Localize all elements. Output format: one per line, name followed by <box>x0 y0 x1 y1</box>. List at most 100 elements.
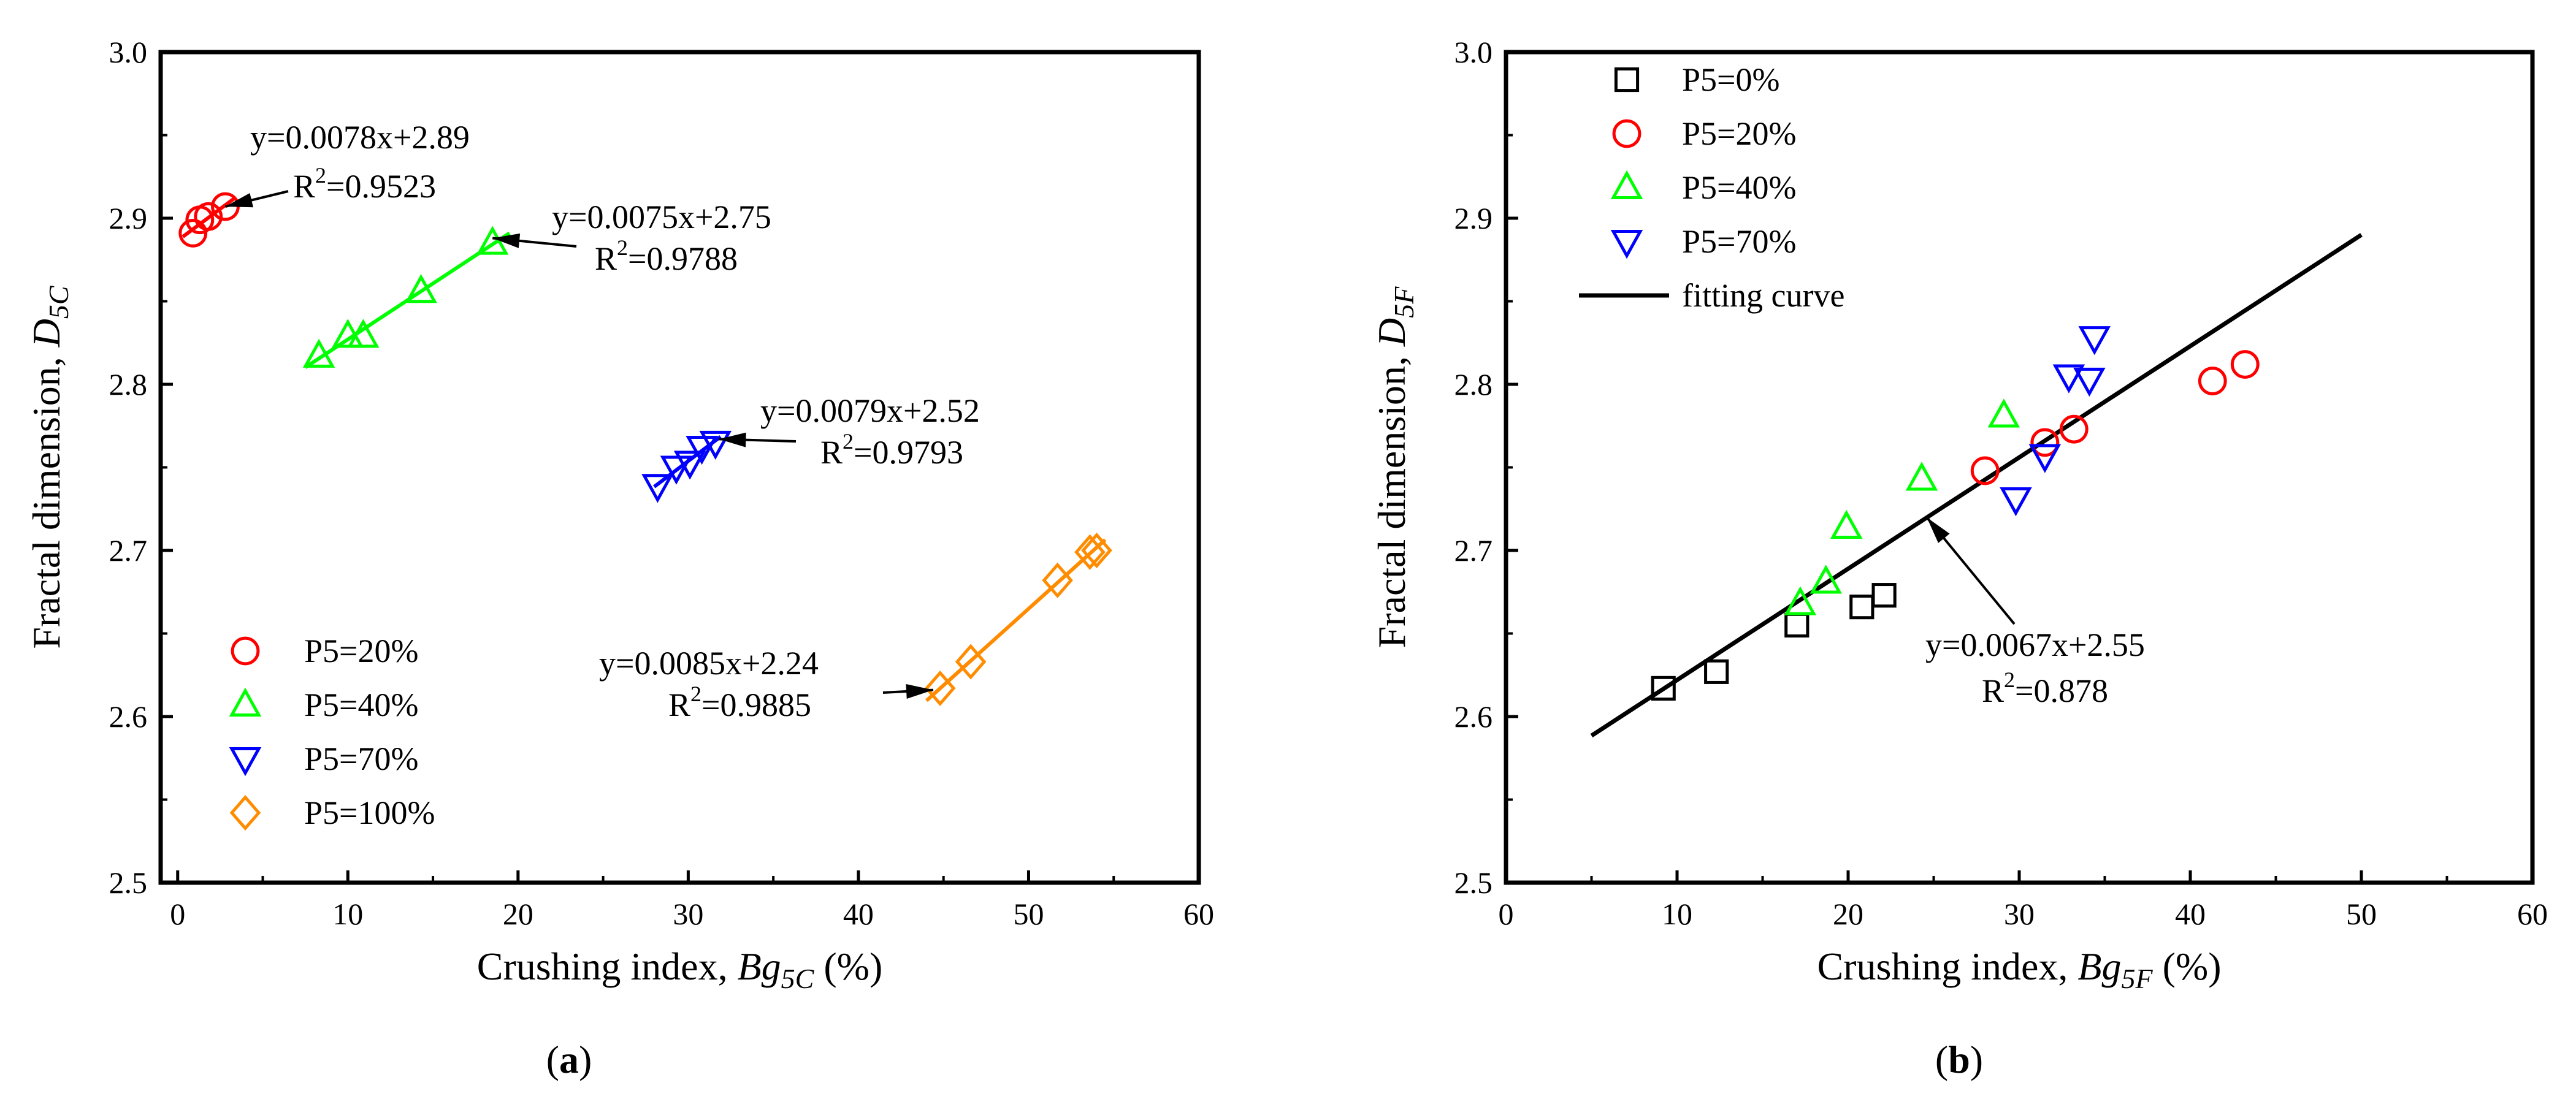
legend-label-P5=70%: P5=70% <box>1682 223 1796 260</box>
panel-b-chart: 0 10 20 30 40 50 60 2.5 2.6 2.7 2.8 2.9 3.0 Crushing … <box>1370 35 2548 994</box>
data-point-P5=0% <box>1651 675 1676 701</box>
data-point-P5=70% <box>686 435 718 465</box>
fit-r2: R2=0.878 <box>1982 668 2108 709</box>
x-axis-label-var: Bg <box>738 945 781 988</box>
r2-symbol: R <box>820 434 843 471</box>
r2-superscript: 2 <box>690 682 701 706</box>
chart-panel-a: (a) 0 10 20 30 40 50 60 2.5 2.6 2.7 2.8 2.9 3.0 Crush… <box>25 35 1214 1081</box>
y-tick-label: 2.7 <box>109 533 148 568</box>
legend-marker-P5=20% <box>231 636 260 666</box>
y-tick-label: 2.8 <box>109 367 148 401</box>
data-point-P5=0% <box>1871 583 1897 608</box>
x-tick-label: 0 <box>1499 897 1514 931</box>
panel-b-label-letter: b <box>1948 1038 1970 1081</box>
data-point-P5=40% <box>1810 565 1842 594</box>
data-point-P5=100% <box>1081 532 1112 569</box>
legend-label-P5=40%: P5=40% <box>1682 169 1796 206</box>
data-point-P5=0% <box>1704 659 1729 684</box>
legend-label-fitting-curve: fitting curve <box>1682 277 1844 314</box>
x-axis-label-unit: (%) <box>2153 945 2222 988</box>
r2-superscript: 2 <box>843 429 854 454</box>
x-axis-label: Crushing index, Bg5C (%) <box>477 945 883 994</box>
x-axis-label-unit: (%) <box>814 945 882 988</box>
y-tick-label: 2.6 <box>1454 699 1493 734</box>
data-point-P5=70% <box>2052 364 2085 394</box>
x-tick-label: 40 <box>2175 897 2206 931</box>
data-point-P5=20% <box>2059 414 2089 444</box>
fit-r2-P5=20%: R2=0.9523 <box>293 163 436 205</box>
y-axis-label-var: D <box>25 319 68 348</box>
x-axis-label-sub: 5F <box>2121 963 2153 994</box>
r2-superscript: 2 <box>617 235 628 260</box>
y-tick-label: 2.9 <box>109 201 148 235</box>
legend-label-P5=100%: P5=100% <box>304 794 435 831</box>
panel-b-label: (b) <box>1935 1038 1983 1081</box>
r2-value: =0.9885 <box>701 687 811 723</box>
legend-marker-P5=0% <box>1614 67 1640 93</box>
y-axis-label-sub: 5C <box>43 285 74 319</box>
x-axis-label-text: Crushing index, <box>477 945 738 988</box>
data-point-P5=40% <box>347 319 380 348</box>
legend-label-P5=0%: P5=0% <box>1682 61 1779 98</box>
data-point-P5=70% <box>699 430 732 460</box>
r2-symbol: R <box>668 687 690 723</box>
data-point-P5=0% <box>1784 612 1810 638</box>
x-axis-label-text: Crushing index, <box>1817 945 2077 988</box>
data-point-P5=40% <box>302 338 335 368</box>
data-point-P5=20% <box>2198 367 2227 395</box>
data-point-P5=20% <box>178 218 208 248</box>
data-point-P5=20% <box>1970 456 2000 485</box>
plot-frame <box>158 50 1201 885</box>
panel-a-chart: 0 10 20 30 40 50 60 2.5 2.6 2.7 2.8 2.9 3.0 Crushing … <box>25 35 1214 994</box>
y-axis-label: Fractal dimension, D5C <box>25 285 74 649</box>
annotation-arrow-P5=100%-head <box>906 683 934 699</box>
r2-value: =0.9788 <box>628 240 738 277</box>
fit-equation-P5=20%: y=0.0078x+2.89 <box>250 119 470 156</box>
legend-marker-P5=100% <box>229 794 261 831</box>
y-axis-label-sub: 5F <box>1388 286 1420 318</box>
y-tick-label: 2.6 <box>109 699 148 734</box>
x-tick-label: 60 <box>1183 897 1214 931</box>
data-point-P5=40% <box>1905 462 1938 491</box>
r2-value: =0.878 <box>2015 672 2108 709</box>
r2-symbol: R <box>293 168 315 205</box>
panel-a-label: (a) <box>546 1038 592 1081</box>
y-tick-label: 3.0 <box>109 35 148 69</box>
data-point-P5=40% <box>332 319 364 348</box>
data-point-P5=70% <box>2073 367 2106 397</box>
y-axis-label-var: D <box>1370 318 1413 347</box>
data-point-P5=40% <box>1830 509 1863 539</box>
data-point-P5=40% <box>476 226 509 255</box>
fit-r2-P5=100%: R2=0.9885 <box>668 682 811 723</box>
r2-symbol: R <box>595 240 617 277</box>
legend-marker-P5=40% <box>229 687 262 717</box>
x-tick-label: 10 <box>332 897 363 931</box>
fit-equation-P5=40%: y=0.0075x+2.75 <box>552 199 771 235</box>
fit-equation-P5=100%: y=0.0085x+2.24 <box>599 645 819 682</box>
fit-r2-P5=70%: R2=0.9793 <box>820 429 963 471</box>
panel-a-label-letter: a <box>559 1038 579 1081</box>
r2-value: =0.9523 <box>326 168 436 205</box>
data-point-P5=70% <box>660 455 693 485</box>
legend-label-P5=40%: P5=40% <box>304 687 418 723</box>
y-axis-label: Fractal dimension, D5F <box>1370 286 1420 649</box>
data-point-P5=70% <box>2000 487 2032 517</box>
legend-label-P5=20%: P5=20% <box>304 633 418 669</box>
fit-r2-P5=40%: R2=0.9788 <box>595 235 738 277</box>
data-point-P5=70% <box>2078 326 2111 356</box>
r2-superscript: 2 <box>2004 668 2015 692</box>
x-axis-label: Crushing index, Bg5F (%) <box>1817 945 2221 994</box>
x-tick-label: 50 <box>1013 897 1044 931</box>
annotation-arrow-P5=20%-head <box>225 192 254 208</box>
fitting-curve <box>1590 233 2363 738</box>
annotation-arrow-head <box>1927 517 1950 543</box>
annotation-arrow-P5=40%-head <box>492 233 521 248</box>
y-tick-label: 2.5 <box>1454 865 1493 900</box>
data-point-P5=20% <box>2230 350 2260 379</box>
data-point-P5=100% <box>955 644 987 680</box>
r2-symbol: R <box>1982 672 2004 709</box>
data-point-P5=100% <box>1074 534 1106 570</box>
y-tick-label: 2.8 <box>1454 367 1493 401</box>
data-point-P5=40% <box>405 273 437 303</box>
